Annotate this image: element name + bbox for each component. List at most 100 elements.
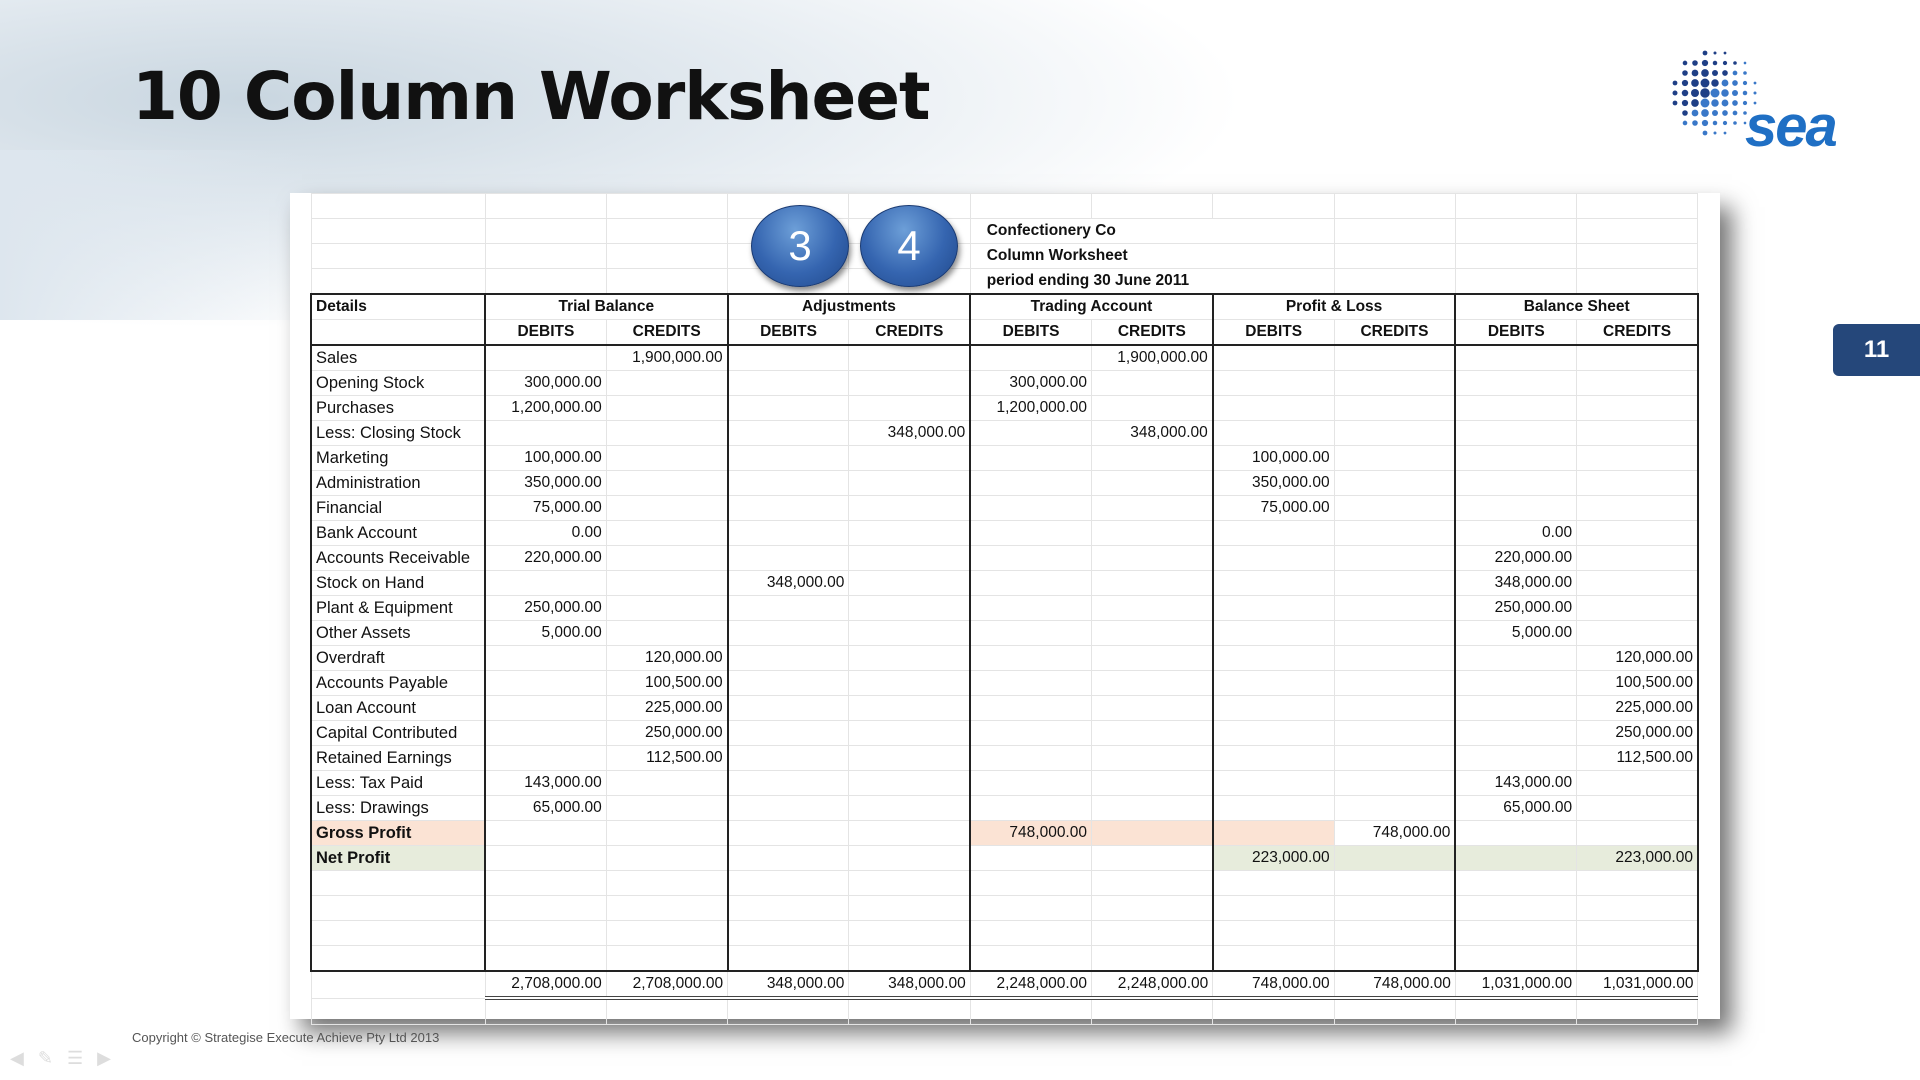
cell[interactable] bbox=[1454, 997, 1578, 1025]
amount-cell[interactable] bbox=[1454, 420, 1578, 446]
amount-cell[interactable] bbox=[1333, 645, 1456, 671]
row-label[interactable]: Administration bbox=[310, 470, 486, 496]
amount-cell[interactable] bbox=[1333, 395, 1456, 421]
amount-cell[interactable] bbox=[1454, 395, 1578, 421]
amount-cell[interactable] bbox=[848, 620, 971, 646]
amount-cell[interactable] bbox=[969, 520, 1092, 546]
period-title[interactable]: period ending 30 June 2011 bbox=[969, 268, 1335, 295]
cell[interactable] bbox=[1454, 218, 1578, 244]
cell[interactable] bbox=[969, 193, 1092, 219]
amount-cell[interactable] bbox=[1211, 595, 1335, 621]
amount-cell[interactable] bbox=[1333, 720, 1456, 746]
cell[interactable] bbox=[484, 268, 607, 295]
cell[interactable] bbox=[727, 997, 850, 1025]
cell[interactable] bbox=[1333, 945, 1456, 972]
cell[interactable] bbox=[605, 218, 729, 244]
amount-cell[interactable] bbox=[848, 520, 971, 546]
amount-cell[interactable] bbox=[1576, 570, 1699, 596]
amount-cell[interactable] bbox=[1090, 495, 1214, 521]
credits-header[interactable]: CREDITS bbox=[1090, 319, 1214, 346]
cell[interactable] bbox=[310, 920, 486, 946]
cell[interactable] bbox=[1333, 268, 1456, 295]
cell[interactable] bbox=[969, 870, 1092, 896]
amount-cell[interactable] bbox=[726, 795, 850, 821]
debits-header[interactable]: DEBITS bbox=[483, 319, 607, 346]
amount-cell[interactable] bbox=[1090, 620, 1214, 646]
amount-cell[interactable]: 100,000.00 bbox=[483, 445, 607, 471]
amount-cell[interactable]: 250,000.00 bbox=[483, 595, 607, 621]
amount-cell[interactable]: 75,000.00 bbox=[1211, 495, 1335, 521]
amount-cell[interactable] bbox=[848, 795, 971, 821]
amount-cell[interactable] bbox=[1454, 845, 1578, 871]
details-header[interactable]: Details bbox=[310, 293, 486, 320]
row-label[interactable]: Plant & Equipment bbox=[310, 595, 486, 621]
amount-cell[interactable] bbox=[1211, 645, 1335, 671]
amount-cell[interactable] bbox=[1454, 745, 1578, 771]
amount-cell[interactable] bbox=[1211, 820, 1335, 846]
cell[interactable] bbox=[1454, 193, 1578, 219]
debits-header[interactable]: DEBITS bbox=[1454, 319, 1578, 346]
amount-cell[interactable] bbox=[605, 770, 729, 796]
amount-cell[interactable] bbox=[1211, 745, 1335, 771]
amount-cell[interactable] bbox=[1333, 495, 1456, 521]
amount-cell[interactable] bbox=[1576, 770, 1699, 796]
cell[interactable] bbox=[848, 870, 971, 896]
amount-cell[interactable]: 223,000.00 bbox=[1576, 845, 1699, 871]
amount-cell[interactable]: 100,500.00 bbox=[605, 670, 729, 696]
cell[interactable] bbox=[848, 945, 971, 972]
row-label[interactable]: Financial bbox=[310, 495, 486, 521]
amount-cell[interactable] bbox=[1211, 795, 1335, 821]
amount-cell[interactable] bbox=[1211, 620, 1335, 646]
amount-cell[interactable] bbox=[726, 520, 850, 546]
amount-cell[interactable] bbox=[1211, 570, 1335, 596]
cell[interactable] bbox=[726, 945, 850, 972]
cell[interactable] bbox=[1454, 945, 1578, 972]
cell[interactable] bbox=[726, 920, 850, 946]
amount-cell[interactable] bbox=[1333, 695, 1456, 721]
row-label[interactable]: Less: Closing Stock bbox=[310, 420, 486, 446]
amount-cell[interactable]: 250,000.00 bbox=[1454, 595, 1578, 621]
row-label[interactable]: Purchases bbox=[310, 395, 486, 421]
amount-cell[interactable] bbox=[483, 344, 607, 371]
row-label[interactable]: Less: Tax Paid bbox=[310, 770, 486, 796]
cell[interactable] bbox=[1211, 920, 1335, 946]
amount-cell[interactable] bbox=[848, 495, 971, 521]
amount-cell[interactable] bbox=[969, 620, 1092, 646]
total-cell[interactable]: 2,708,000.00 bbox=[605, 970, 729, 1000]
amount-cell[interactable] bbox=[969, 495, 1092, 521]
cell[interactable] bbox=[1090, 895, 1214, 921]
row-label[interactable]: Accounts Receivable bbox=[310, 545, 486, 571]
amount-cell[interactable] bbox=[969, 720, 1092, 746]
amount-cell[interactable]: 348,000.00 bbox=[848, 420, 971, 446]
amount-cell[interactable] bbox=[1576, 445, 1699, 471]
amount-cell[interactable] bbox=[1211, 420, 1335, 446]
amount-cell[interactable] bbox=[969, 845, 1092, 871]
amount-cell[interactable]: 348,000.00 bbox=[726, 570, 850, 596]
row-label[interactable]: Accounts Payable bbox=[310, 670, 486, 696]
back-arrow-icon[interactable]: ◀ bbox=[10, 1048, 38, 1068]
row-label[interactable]: Opening Stock bbox=[310, 370, 486, 396]
amount-cell[interactable] bbox=[1090, 595, 1214, 621]
amount-cell[interactable]: 120,000.00 bbox=[1576, 645, 1699, 671]
cell[interactable] bbox=[1576, 997, 1699, 1025]
amount-cell[interactable] bbox=[726, 595, 850, 621]
amount-cell[interactable] bbox=[1090, 795, 1214, 821]
cell[interactable] bbox=[310, 218, 486, 244]
cell[interactable] bbox=[848, 997, 971, 1025]
amount-cell[interactable] bbox=[726, 395, 850, 421]
amount-cell[interactable] bbox=[1333, 344, 1456, 371]
cell[interactable] bbox=[848, 895, 971, 921]
cell[interactable] bbox=[1211, 895, 1335, 921]
amount-cell[interactable] bbox=[726, 495, 850, 521]
amount-cell[interactable] bbox=[848, 595, 971, 621]
cell[interactable] bbox=[1090, 193, 1214, 219]
amount-cell[interactable] bbox=[726, 445, 850, 471]
amount-cell[interactable] bbox=[1576, 795, 1699, 821]
amount-cell[interactable] bbox=[1454, 820, 1578, 846]
group-header[interactable]: Profit & Loss bbox=[1211, 293, 1457, 320]
group-header[interactable]: Trial Balance bbox=[484, 293, 729, 320]
cell[interactable] bbox=[848, 920, 971, 946]
cell[interactable] bbox=[605, 997, 729, 1025]
amount-cell[interactable] bbox=[1576, 495, 1699, 521]
amount-cell[interactable]: 220,000.00 bbox=[483, 545, 607, 571]
